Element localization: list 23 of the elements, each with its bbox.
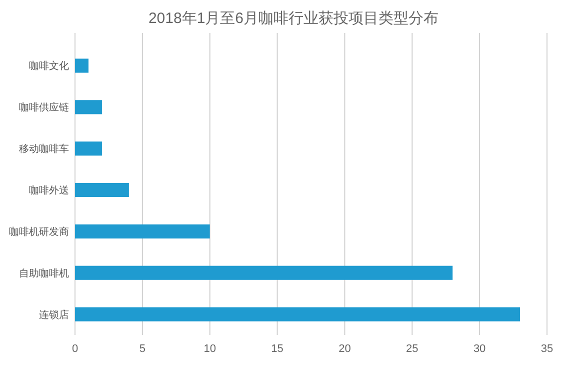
x-tick-label: 5 <box>139 343 146 355</box>
x-tick-label: 25 <box>406 343 418 355</box>
y-tick-label: 自助咖啡机 <box>19 267 69 280</box>
x-tick-label: 15 <box>271 343 284 355</box>
y-tick-label: 咖啡机研发商 <box>9 226 69 238</box>
x-tick-label: 10 <box>204 343 216 355</box>
y-tick-label: 移动咖啡车 <box>19 143 69 156</box>
x-tick-label: 20 <box>338 343 351 355</box>
bar <box>75 224 210 238</box>
y-tick-label: 咖啡供应链 <box>19 102 69 114</box>
x-tick-label: 0 <box>72 343 78 355</box>
bar <box>75 100 102 114</box>
x-tick-label: 30 <box>473 343 486 355</box>
bar <box>75 142 102 156</box>
bar <box>75 266 453 280</box>
chart-title: 2018年1月至6月咖啡行业获投项目类型分布 <box>148 10 439 27</box>
bar <box>75 182 129 198</box>
y-tick-label: 连锁店 <box>39 308 69 321</box>
x-tick-label: 35 <box>540 343 554 355</box>
bar <box>75 307 520 322</box>
y-tick-label: 咖啡文化 <box>29 60 69 72</box>
bar <box>75 58 88 73</box>
y-tick-label: 咖啡外送 <box>29 184 69 196</box>
